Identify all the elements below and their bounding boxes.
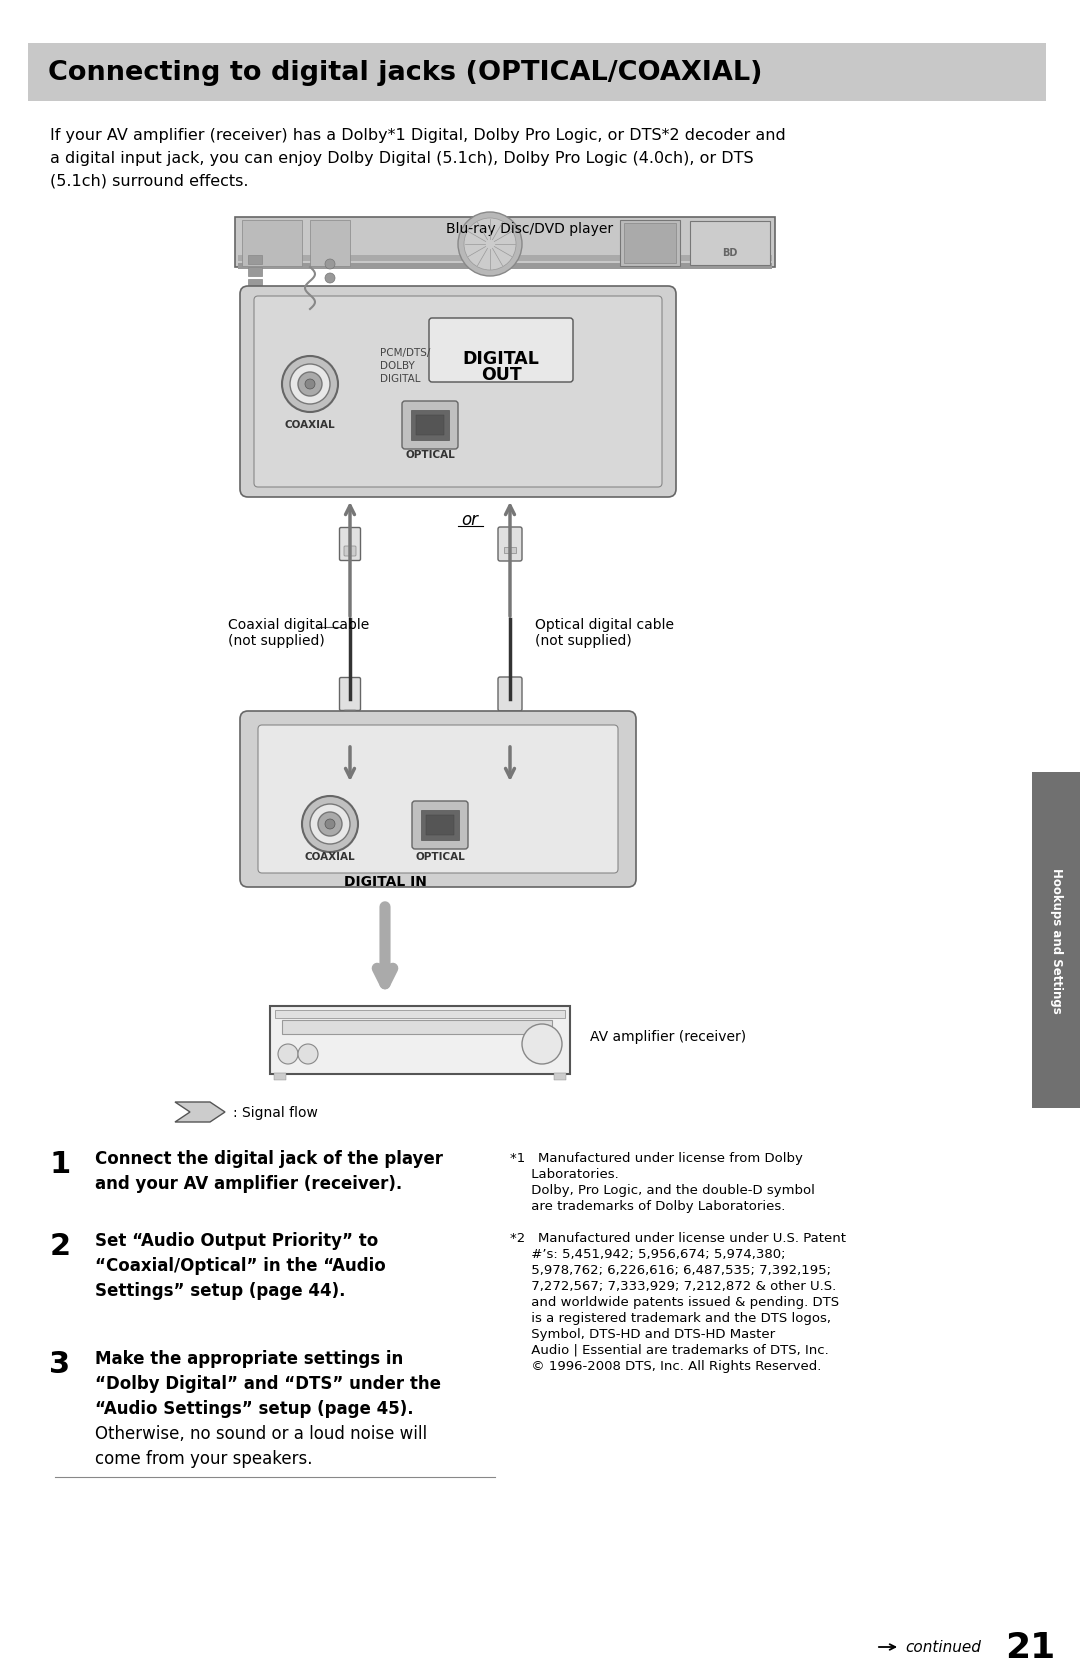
Text: BD: BD: [723, 249, 738, 257]
Bar: [275, 1010, 565, 1018]
Text: Optical digital cable
(not supplied): Optical digital cable (not supplied): [535, 618, 674, 648]
Text: © 1996-2008 DTS, Inc. All Rights Reserved.: © 1996-2008 DTS, Inc. All Rights Reserve…: [510, 1359, 822, 1373]
Text: Hookups and Settings: Hookups and Settings: [1050, 869, 1063, 1013]
Text: 2: 2: [50, 1231, 70, 1260]
Text: 5,978,762; 6,226,616; 6,487,535; 7,392,195;: 5,978,762; 6,226,616; 6,487,535; 7,392,1…: [510, 1263, 831, 1277]
Text: Dolby, Pro Logic, and the double-D symbol: Dolby, Pro Logic, and the double-D symbo…: [510, 1183, 815, 1196]
Circle shape: [291, 365, 330, 405]
Circle shape: [458, 213, 522, 277]
Bar: [28, 44, 1047, 102]
Text: DOLBY: DOLBY: [380, 361, 415, 371]
Text: COAXIAL: COAXIAL: [305, 852, 355, 862]
Text: #’s: 5,451,942; 5,956,674; 5,974,380;: #’s: 5,451,942; 5,956,674; 5,974,380;: [510, 1247, 785, 1260]
FancyBboxPatch shape: [339, 679, 361, 711]
Text: Audio | Essential are trademarks of DTS, Inc.: Audio | Essential are trademarks of DTS,…: [510, 1344, 828, 1356]
Text: a digital input jack, you can enjoy Dolby Digital (5.1ch), Dolby Pro Logic (4.0c: a digital input jack, you can enjoy Dolb…: [50, 151, 754, 166]
Circle shape: [464, 218, 516, 270]
Bar: [248, 255, 262, 265]
FancyBboxPatch shape: [345, 546, 356, 556]
Bar: [620, 220, 680, 267]
Bar: [282, 1020, 552, 1035]
Circle shape: [310, 805, 350, 845]
Text: DIGITAL: DIGITAL: [462, 349, 539, 368]
Circle shape: [298, 1045, 318, 1065]
Bar: [426, 815, 454, 835]
Text: 1: 1: [50, 1149, 70, 1178]
Text: Symbol, DTS-HD and DTS-HD Master: Symbol, DTS-HD and DTS-HD Master: [510, 1327, 775, 1341]
Text: 3: 3: [50, 1349, 70, 1378]
Bar: [235, 218, 775, 267]
Circle shape: [325, 274, 335, 284]
Text: Coaxial digital cable
(not supplied): Coaxial digital cable (not supplied): [228, 618, 369, 648]
FancyBboxPatch shape: [254, 297, 662, 487]
Circle shape: [522, 1025, 562, 1065]
Bar: [238, 255, 772, 262]
Circle shape: [298, 373, 322, 396]
Text: are trademarks of Dolby Laboratories.: are trademarks of Dolby Laboratories.: [510, 1200, 785, 1213]
FancyBboxPatch shape: [345, 711, 356, 721]
Bar: [504, 548, 516, 554]
Text: Blu-ray Disc/DVD player: Blu-ray Disc/DVD player: [446, 222, 613, 235]
Text: 21: 21: [1004, 1630, 1055, 1663]
FancyBboxPatch shape: [411, 801, 468, 850]
Text: and worldwide patents issued & pending. DTS: and worldwide patents issued & pending. …: [510, 1295, 839, 1309]
Text: OPTICAL: OPTICAL: [405, 450, 455, 460]
Text: 7,272,567; 7,333,929; 7,212,872 & other U.S.: 7,272,567; 7,333,929; 7,212,872 & other …: [510, 1278, 836, 1292]
Circle shape: [325, 820, 335, 830]
Circle shape: [302, 796, 357, 852]
Bar: [238, 264, 772, 270]
FancyBboxPatch shape: [402, 402, 458, 450]
Text: Connect the digital jack of the player
and your AV amplifier (receiver).: Connect the digital jack of the player a…: [95, 1149, 443, 1193]
FancyBboxPatch shape: [498, 677, 522, 712]
Text: OPTICAL: OPTICAL: [415, 852, 464, 862]
Bar: [416, 415, 444, 435]
Text: COAXIAL: COAXIAL: [285, 420, 335, 430]
FancyBboxPatch shape: [240, 712, 636, 887]
Circle shape: [325, 287, 335, 297]
Text: is a registered trademark and the DTS logos,: is a registered trademark and the DTS lo…: [510, 1310, 831, 1324]
Text: Set “Audio Output Priority” to
“Coaxial/Optical” in the “Audio
Settings” setup (: Set “Audio Output Priority” to “Coaxial/…: [95, 1231, 386, 1299]
FancyBboxPatch shape: [429, 319, 573, 383]
Text: Otherwise, no sound or a loud noise will
come from your speakers.: Otherwise, no sound or a loud noise will…: [95, 1425, 427, 1467]
Circle shape: [278, 1045, 298, 1065]
Circle shape: [305, 380, 315, 390]
Text: DIGITAL: DIGITAL: [380, 373, 420, 383]
Text: *2   Manufactured under license under U.S. Patent: *2 Manufactured under license under U.S.…: [510, 1231, 846, 1245]
Text: Connecting to digital jacks (OPTICAL/COAXIAL): Connecting to digital jacks (OPTICAL/COA…: [48, 60, 762, 86]
Bar: [504, 716, 516, 722]
Text: DIGITAL IN: DIGITAL IN: [343, 875, 427, 889]
Text: or: or: [461, 511, 478, 529]
Text: *1   Manufactured under license from Dolby: *1 Manufactured under license from Dolby: [510, 1151, 802, 1164]
Text: Laboratories.: Laboratories.: [510, 1168, 619, 1181]
FancyBboxPatch shape: [240, 287, 676, 497]
Bar: [421, 810, 459, 840]
Bar: [248, 267, 262, 277]
Bar: [624, 223, 676, 264]
Bar: [248, 281, 262, 289]
Circle shape: [282, 356, 338, 413]
Bar: [690, 222, 770, 265]
Text: PCM/DTS/: PCM/DTS/: [380, 348, 430, 358]
Text: continued: continued: [905, 1640, 981, 1655]
FancyBboxPatch shape: [339, 528, 361, 561]
Text: Make the appropriate settings in
“Dolby Digital” and “DTS” under the
“Audio Sett: Make the appropriate settings in “Dolby …: [95, 1349, 441, 1418]
Bar: [554, 1074, 566, 1080]
Bar: [274, 1074, 286, 1080]
Text: : Signal flow: : Signal flow: [233, 1105, 318, 1119]
Bar: [270, 1006, 570, 1075]
FancyBboxPatch shape: [258, 726, 618, 874]
Circle shape: [318, 813, 342, 837]
Polygon shape: [175, 1102, 225, 1122]
Bar: [411, 410, 449, 440]
Text: OUT: OUT: [481, 366, 522, 383]
Bar: [310, 220, 350, 267]
Text: (5.1ch) surround effects.: (5.1ch) surround effects.: [50, 175, 248, 188]
Text: AV amplifier (receiver): AV amplifier (receiver): [590, 1030, 746, 1043]
FancyBboxPatch shape: [498, 528, 522, 561]
Bar: [242, 220, 302, 267]
Circle shape: [325, 260, 335, 270]
Text: If your AV amplifier (receiver) has a Dolby*1 Digital, Dolby Pro Logic, or DTS*2: If your AV amplifier (receiver) has a Do…: [50, 128, 786, 143]
